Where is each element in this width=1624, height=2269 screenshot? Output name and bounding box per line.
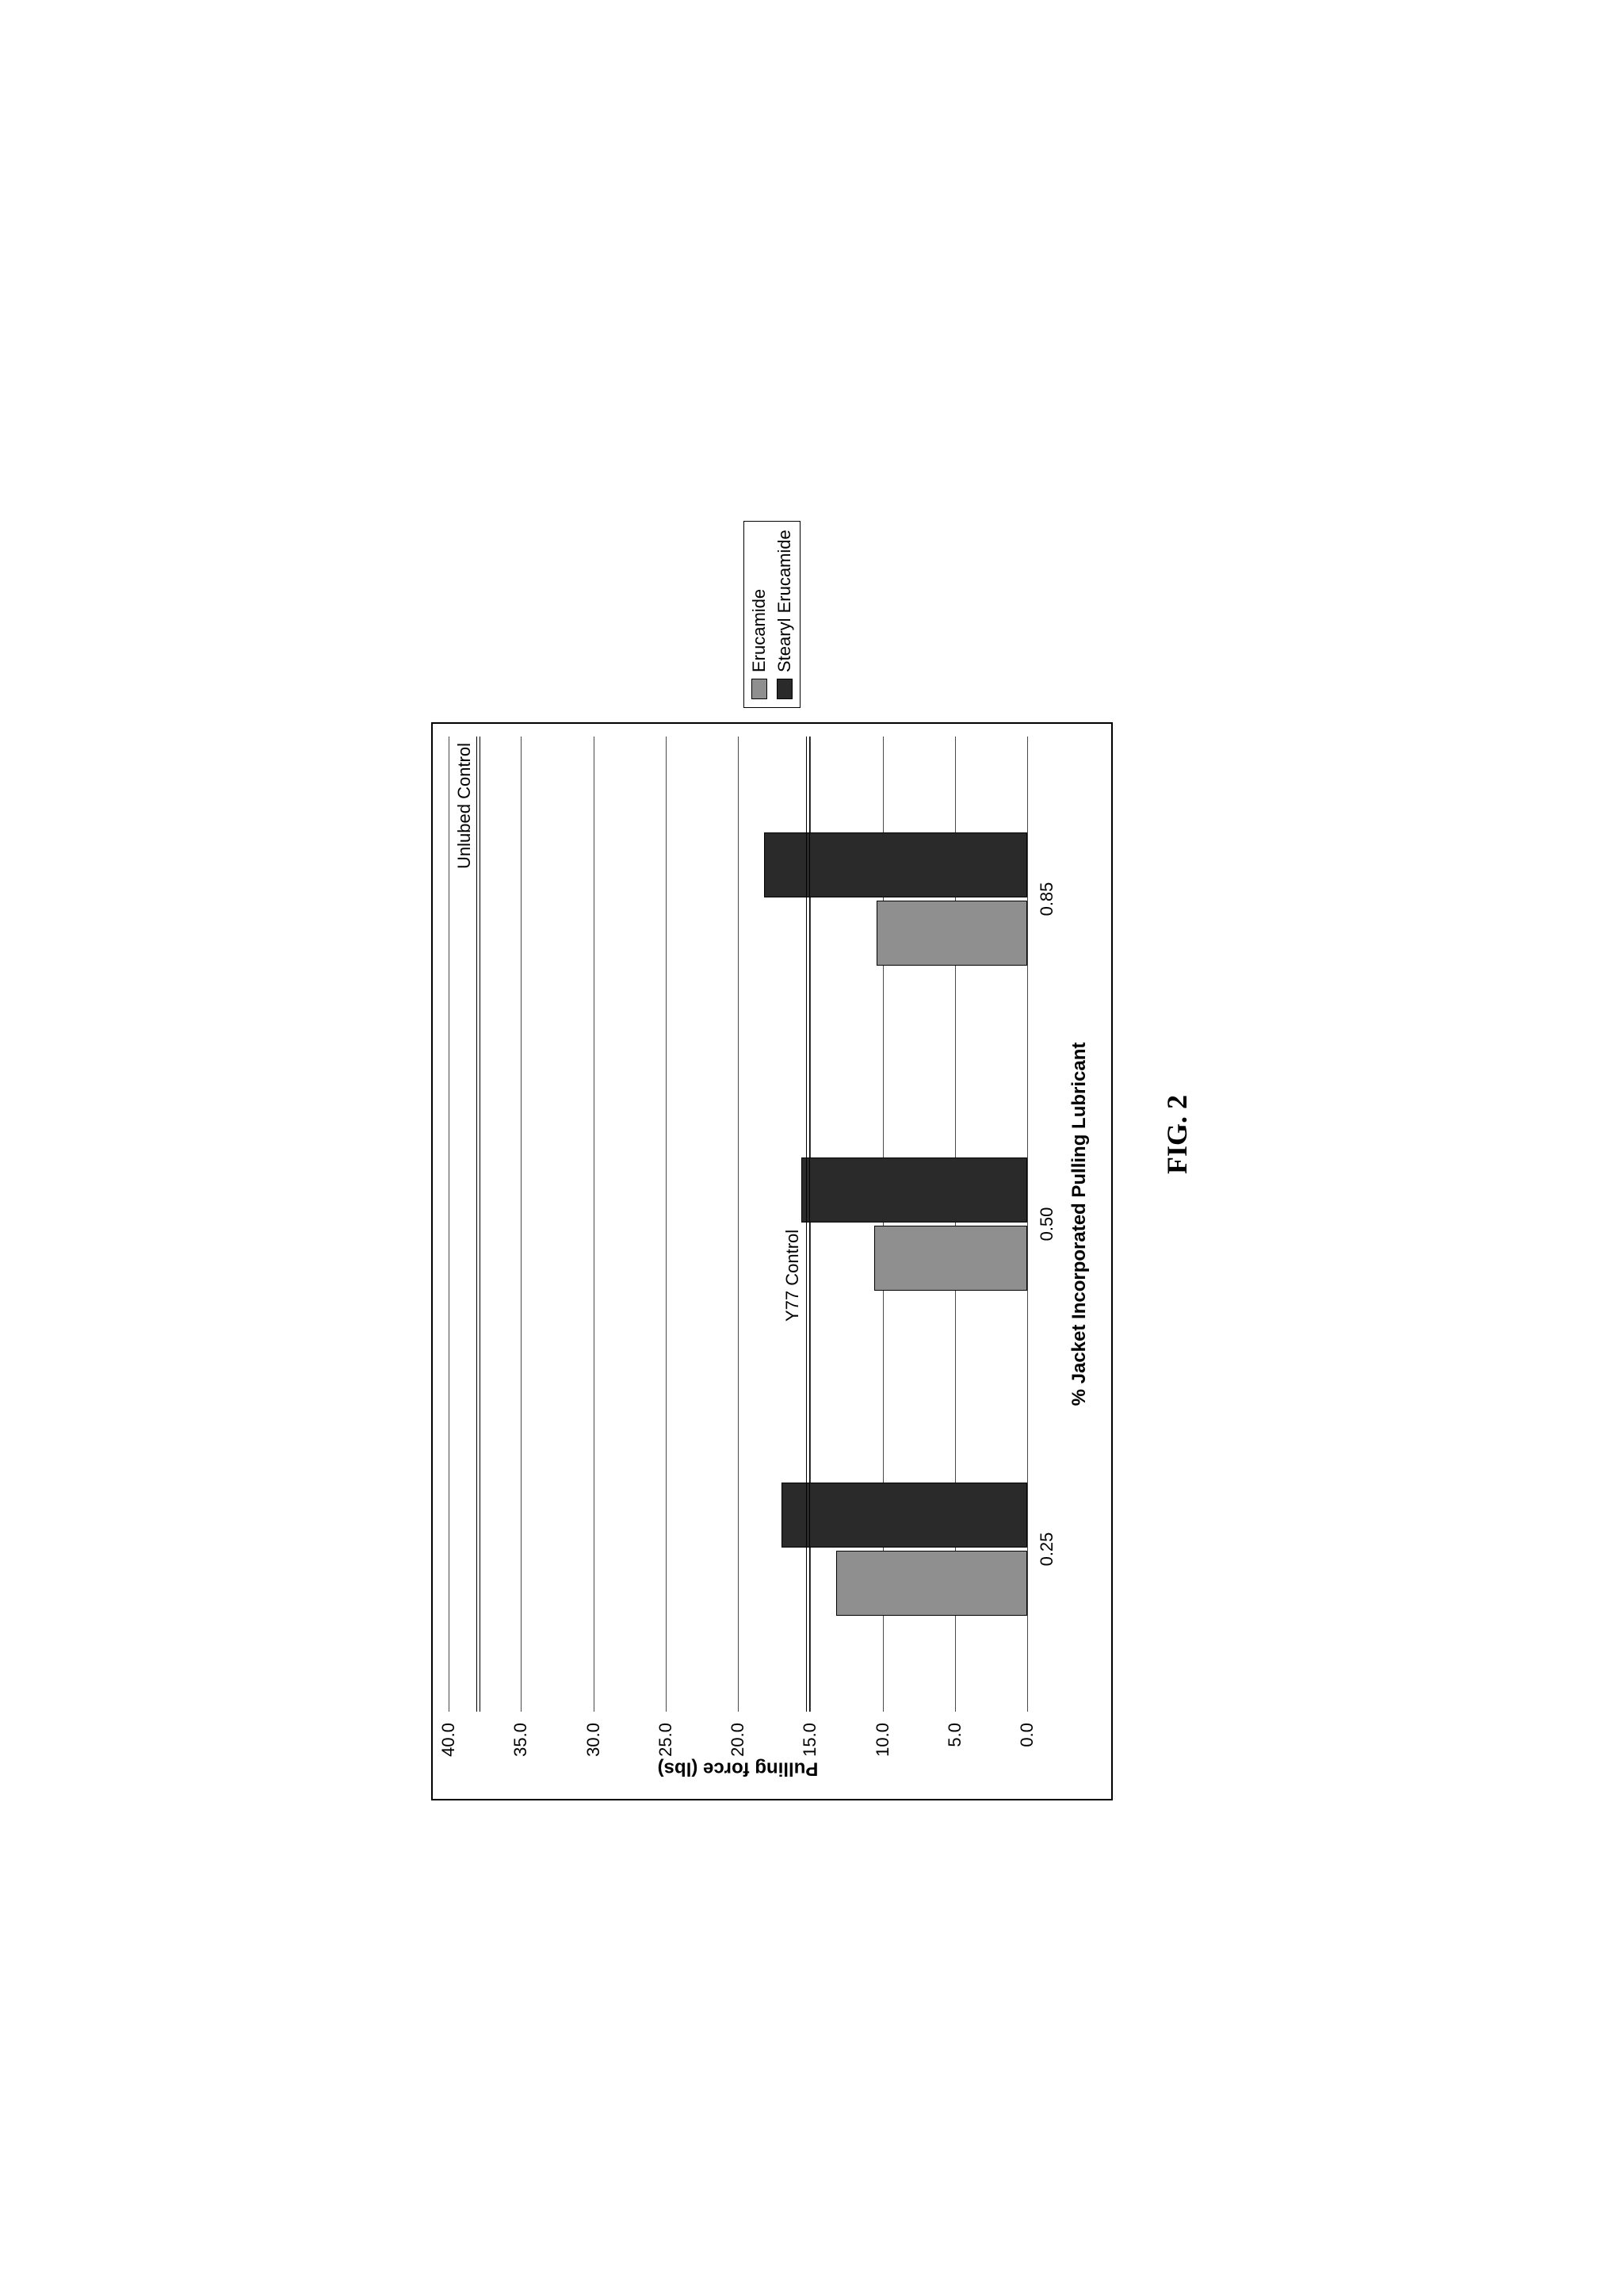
legend-label: Stearyl Erucamide (774, 530, 795, 672)
gridline (738, 737, 739, 1712)
bar (836, 1551, 1027, 1617)
gridline (593, 737, 594, 1712)
y-tick-label: 35.0 (510, 1723, 531, 1799)
figure-rotated-wrapper: Unlubed ControlY77 Control Pulling force… (431, 469, 1194, 1800)
y-tick-label: 25.0 (655, 1723, 675, 1799)
gridline (665, 737, 666, 1712)
y-tick-label: 10.0 (872, 1723, 892, 1799)
chart-box: Unlubed ControlY77 Control Pulling force… (431, 722, 1113, 1800)
bar (781, 1483, 1026, 1548)
legend-item: Stearyl Erucamide (774, 530, 795, 699)
y-tick-label: 0.0 (1017, 1723, 1037, 1799)
y-tick-label: 5.0 (944, 1723, 965, 1799)
bar (877, 901, 1027, 966)
y-tick-label: 40.0 (438, 1723, 459, 1799)
x-axis-label: % Jacket Incorporated Pulling Lubricant (1068, 1043, 1091, 1406)
x-tick-label: 0.25 (1037, 1532, 1057, 1567)
x-tick-label: 0.85 (1037, 882, 1057, 916)
reference-line-label: Y77 Control (781, 1230, 802, 1322)
chart-column: Unlubed ControlY77 Control Pulling force… (431, 722, 1113, 1800)
y-tick-label: 15.0 (800, 1723, 820, 1799)
figure-row: Unlubed ControlY77 Control Pulling force… (431, 469, 1113, 1800)
y-tick-label: 30.0 (583, 1723, 603, 1799)
legend-swatch (777, 679, 793, 699)
bar (873, 1226, 1026, 1291)
figure-caption: FIG. 2 (1160, 469, 1194, 1800)
legend-swatch (751, 679, 767, 699)
bar (763, 832, 1026, 898)
plot-area: Unlubed Control Y77 Control (449, 737, 1027, 1712)
x-tick-label: 0.50 (1037, 1207, 1057, 1242)
gridline (521, 737, 522, 1712)
legend-label: Erucamide (749, 589, 770, 672)
y-tick-label: 20.0 (728, 1723, 748, 1799)
legend-item: Erucamide (749, 530, 770, 699)
bar (801, 1157, 1027, 1223)
reference-line-label: Unlubed Control (453, 743, 474, 869)
legend: ErucamideStearyl Erucamide (743, 521, 801, 708)
